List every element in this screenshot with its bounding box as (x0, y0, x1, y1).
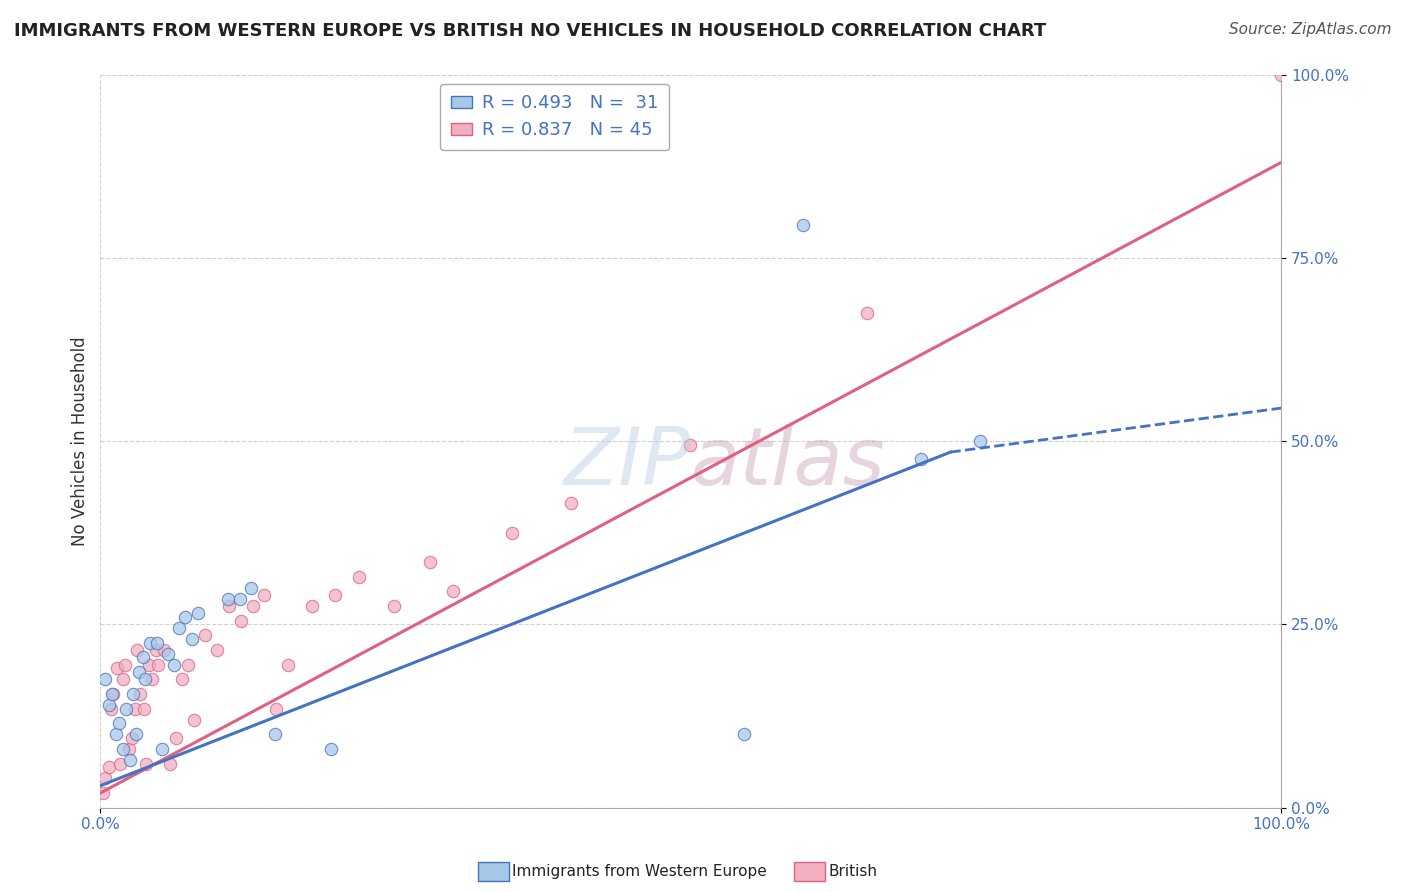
Point (181, 632, 204, 646)
Point (138, 657, 160, 672)
Point (560, 496, 582, 510)
Point (148, 657, 170, 672)
Point (156, 647, 179, 661)
Point (141, 673, 163, 687)
Point (104, 727, 127, 741)
Point (110, 756, 132, 771)
Point (419, 555, 441, 569)
Point (165, 731, 187, 745)
Point (135, 756, 157, 771)
Point (150, 742, 173, 756)
Point (207, 643, 229, 657)
Point (264, 727, 287, 741)
Point (121, 731, 143, 745)
Point (94, 673, 117, 687)
Point (266, 702, 288, 716)
Text: British: British (828, 864, 877, 879)
Point (97, 760, 120, 774)
Point (103, 687, 125, 701)
Point (910, 452, 932, 467)
Point (115, 702, 138, 716)
Point (105, 661, 128, 675)
Point (169, 621, 191, 635)
Point (159, 756, 181, 771)
Point (187, 607, 209, 621)
Point (111, 742, 134, 756)
Point (678, 438, 700, 452)
Point (108, 716, 131, 731)
Text: atlas: atlas (690, 424, 886, 502)
Point (124, 702, 146, 716)
Point (146, 636, 169, 650)
Point (194, 628, 217, 642)
Point (183, 713, 205, 727)
Point (240, 581, 263, 595)
Point (118, 742, 141, 756)
Point (132, 650, 155, 665)
Text: ZIP: ZIP (564, 424, 690, 502)
Point (733, 727, 755, 741)
Point (174, 610, 197, 624)
Point (229, 614, 252, 628)
Point (97, 698, 120, 712)
Point (162, 657, 184, 672)
Point (969, 434, 991, 449)
Point (177, 657, 200, 672)
Point (242, 599, 264, 613)
Point (323, 588, 346, 602)
Point (253, 588, 276, 602)
Point (228, 591, 250, 606)
Point (134, 673, 156, 687)
Point (347, 570, 370, 584)
Point (125, 727, 148, 741)
Point (111, 673, 134, 687)
Point (170, 673, 193, 687)
Point (792, 218, 814, 232)
Point (118, 753, 141, 767)
Text: Immigrants from Western Europe: Immigrants from Western Europe (512, 864, 766, 879)
Point (139, 636, 162, 650)
Point (91, 786, 114, 800)
Point (277, 657, 299, 672)
Point (129, 687, 152, 701)
Point (145, 643, 167, 657)
Point (441, 584, 464, 599)
Point (301, 599, 323, 613)
Point (94, 772, 117, 786)
Point (319, 742, 342, 756)
Point (128, 665, 150, 679)
Point (218, 599, 240, 613)
Point (382, 599, 405, 613)
Text: IMMIGRANTS FROM WESTERN EUROPE VS BRITISH NO VEHICLES IN HOUSEHOLD CORRELATION C: IMMIGRANTS FROM WESTERN EUROPE VS BRITIS… (14, 22, 1046, 40)
Point (217, 591, 239, 606)
Point (1270, 68, 1292, 82)
Point (114, 657, 136, 672)
Point (125, 643, 148, 657)
Point (100, 702, 122, 716)
Point (132, 702, 155, 716)
Point (501, 525, 523, 540)
Point (122, 687, 145, 701)
Text: Source: ZipAtlas.com: Source: ZipAtlas.com (1229, 22, 1392, 37)
Point (153, 643, 176, 657)
Point (855, 306, 877, 320)
Legend: R = 0.493   N =  31, R = 0.837   N = 45: R = 0.493 N = 31, R = 0.837 N = 45 (440, 84, 669, 150)
Y-axis label: No Vehicles in Household: No Vehicles in Household (72, 336, 89, 546)
Point (101, 687, 124, 701)
